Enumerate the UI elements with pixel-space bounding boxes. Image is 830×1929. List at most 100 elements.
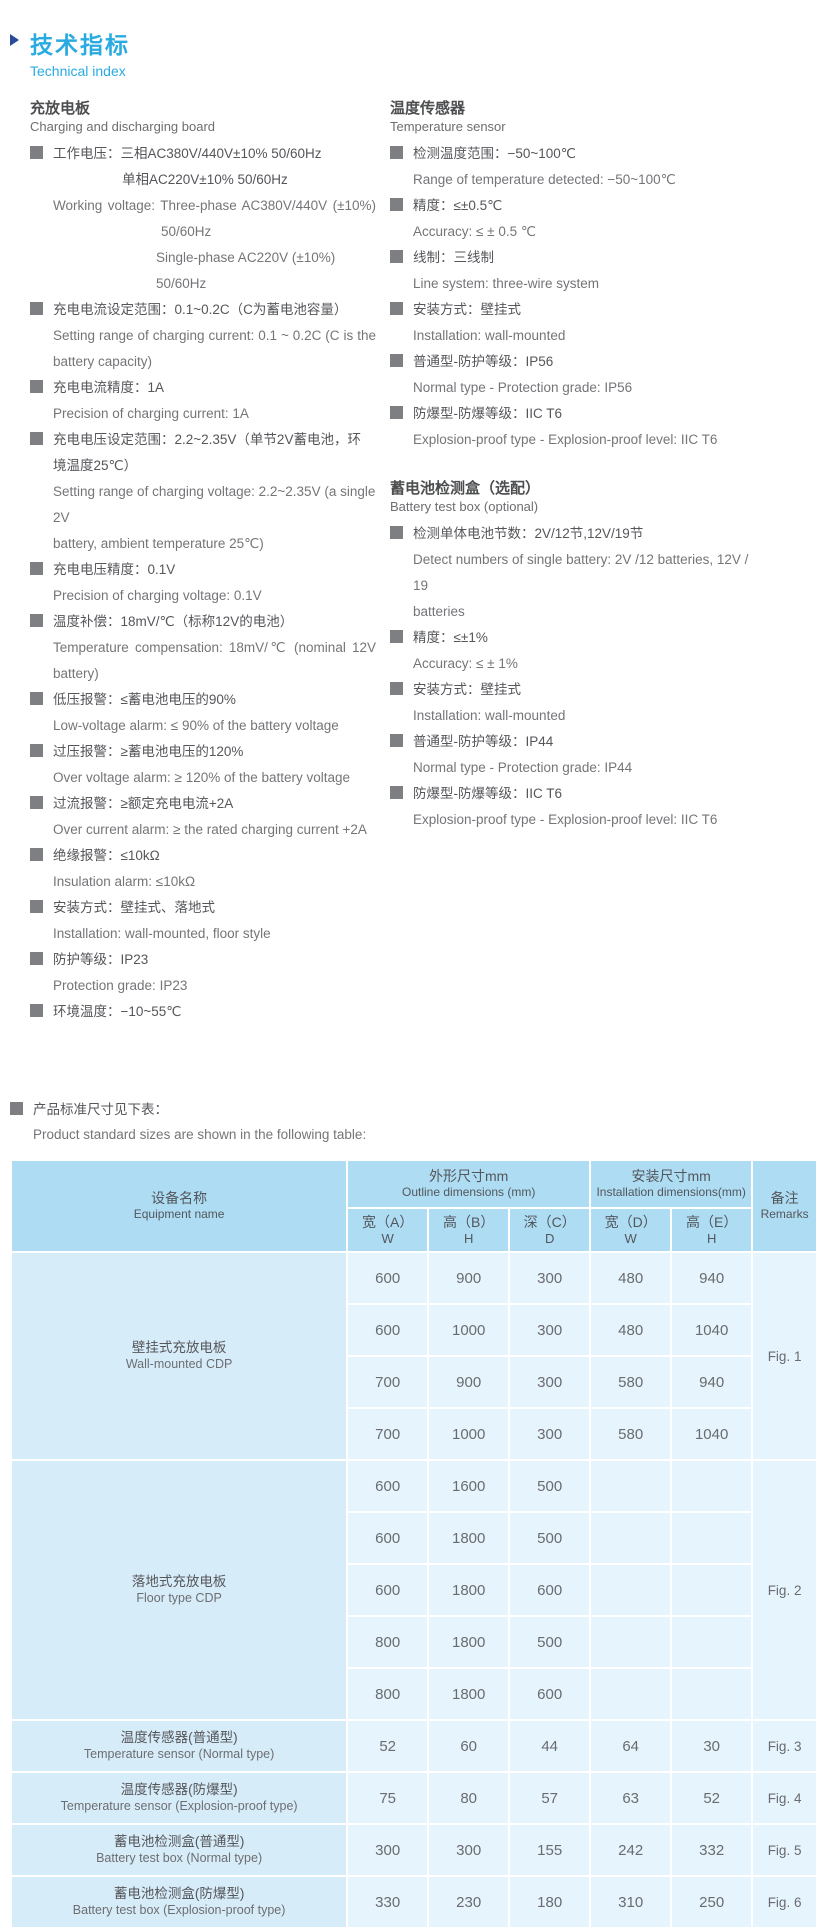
spec-text: 充电电压精度：0.1V xyxy=(53,562,176,577)
bullet-square-icon xyxy=(30,146,43,159)
dimension-cell: 330 xyxy=(348,1877,428,1927)
bullet-square-icon xyxy=(30,900,43,913)
table-note-cn: 产品标准尺寸见下表： xyxy=(10,1097,830,1122)
dimension-cell xyxy=(591,1617,671,1667)
spec-text: Range of temperature detected: −50~100℃ xyxy=(413,172,676,187)
bullet-square-icon xyxy=(30,848,43,861)
spec-line: Range of temperature detected: −50~100℃ xyxy=(390,167,762,193)
table-note: 产品标准尺寸见下表： Product standard sizes are sh… xyxy=(10,1097,830,1147)
spec-text: 检测温度范围：−50~100℃ xyxy=(413,146,576,161)
section-heading-cn: 充放电板 xyxy=(30,100,91,117)
table-row: 700 900 300 580 940 xyxy=(12,1357,816,1407)
spec-line: 防护等级：IP23 xyxy=(30,947,376,973)
spec-text: 50/60Hz xyxy=(161,224,212,239)
spec-section-charging-board: 充放电板 Charging and discharging board 工作电压… xyxy=(30,99,376,1025)
bullet-square-icon xyxy=(30,952,43,965)
spec-line: 检测单体电池节数：2V/12节,12V/19节 xyxy=(390,521,762,547)
section-heading-en: Charging and discharging board xyxy=(30,119,216,134)
spec-line: Explosion-proof type - Explosion-proof l… xyxy=(390,807,762,833)
bullet-square-icon xyxy=(390,354,403,367)
spec-line: Insulation alarm: ≤10kΩ xyxy=(30,869,376,895)
table-row: 温度传感器(普通型) Temperature sensor (Normal typ… xyxy=(12,1721,816,1771)
dimension-cell: 500 xyxy=(510,1461,590,1511)
right-column: 温度传感器 Temperature sensor 检测温度范围：−50~100℃… xyxy=(390,99,762,833)
spec-text: Low-voltage alarm: ≤ 90% of the battery … xyxy=(53,718,339,733)
spec-text: Accuracy: ≤ ± 0.5 ℃ xyxy=(413,224,537,239)
equipment-name-cell: 落地式充放电板 Floor type CDP xyxy=(12,1461,347,1719)
spec-line: Line system: three-wire system xyxy=(390,271,762,297)
dimension-cell: 300 xyxy=(510,1305,590,1355)
spec-line: battery) xyxy=(30,661,376,687)
spec-line: 普通型-防护等级：IP44 xyxy=(390,729,762,755)
equipment-name-cell: 温度传感器(防爆型) Temperature sensor (Explosion-… xyxy=(12,1773,347,1823)
dimension-cell xyxy=(672,1461,752,1511)
bullet-square-icon xyxy=(390,198,403,211)
spec-text: Installation: wall-mounted, floor style xyxy=(53,926,271,941)
spec-text: 工作电压：三相AC380V/440V±10% 50/60Hz xyxy=(53,146,322,161)
spec-text: Normal type - Protection grade: IP56 xyxy=(413,380,633,395)
spec-line: battery, ambient temperature 25℃) xyxy=(30,531,376,557)
spec-text: Precision of charging voltage: 0.1V xyxy=(53,588,262,603)
section-heading-en: Temperature sensor xyxy=(390,119,506,134)
spec-text: Temperature compensation: 18mV/℃ (nomina… xyxy=(53,640,376,655)
spec-line: Low-voltage alarm: ≤ 90% of the battery … xyxy=(30,713,376,739)
dimension-cell: 900 xyxy=(429,1253,509,1303)
dimension-cell xyxy=(672,1669,752,1719)
dimension-cell: 800 xyxy=(348,1617,428,1667)
spec-text: battery capacity) xyxy=(53,354,153,369)
dimension-cell xyxy=(591,1669,671,1719)
dimension-cell: 1800 xyxy=(429,1617,509,1667)
table-row: 800 1800 600 xyxy=(12,1669,816,1719)
dimension-cell: 480 xyxy=(591,1253,671,1303)
dimension-cell: 300 xyxy=(510,1357,590,1407)
table-row: 落地式充放电板 Floor type CDP 600 1600 500 Fig. 2 xyxy=(12,1461,816,1719)
equipment-name-cell: 蓄电池检测盒(普通型) Battery test box (Normal type… xyxy=(12,1825,347,1875)
spec-text: Single-phase AC220V (±10%) 50/60Hz xyxy=(156,250,336,291)
spec-text: 检测单体电池节数：2V/12节,12V/19节 xyxy=(413,526,644,541)
dimension-cell: 480 xyxy=(591,1305,671,1355)
size-table: 设备名称 Equipment name 外形尺寸mm Outline dimen… xyxy=(10,1159,818,1929)
spec-line: 安装方式：壁挂式、落地式 xyxy=(30,895,376,921)
spec-line: 安装方式：壁挂式 xyxy=(390,677,762,703)
spec-line: Over current alarm: ≥ the rated charging… xyxy=(30,817,376,843)
spec-text: 安装方式：壁挂式 xyxy=(413,682,521,697)
dimension-cell: 600 xyxy=(510,1565,590,1615)
table-row: 600 1800 500 xyxy=(12,1513,816,1563)
dimension-cell: 242 xyxy=(591,1825,671,1875)
bullet-square-icon xyxy=(390,682,403,695)
dimension-cell: 1800 xyxy=(429,1513,509,1563)
spec-text: 绝缘报警：≤10kΩ xyxy=(53,848,160,863)
spec-line: Over voltage alarm: ≥ 120% of the batter… xyxy=(30,765,376,791)
spec-text: batteries xyxy=(413,604,465,619)
spec-line: 50/60Hz xyxy=(30,219,376,245)
spec-section-temperature-sensor: 温度传感器 Temperature sensor 检测温度范围：−50~100℃… xyxy=(390,99,762,453)
bullet-square-icon xyxy=(30,380,43,393)
section-heading-cn: 温度传感器 xyxy=(390,100,466,117)
spec-text: 普通型-防护等级：IP44 xyxy=(413,734,554,749)
table-row: 蓄电池检测盒(防爆型) Battery test box (Explosion-p… xyxy=(12,1877,816,1927)
dimension-cell: 500 xyxy=(510,1617,590,1667)
spec-text: 防爆型-防爆等级：IIC T6 xyxy=(413,786,563,801)
spec-text: battery) xyxy=(53,666,99,681)
page-title: 技术指标 xyxy=(30,32,130,58)
spec-line: 防爆型-防爆等级：IIC T6 xyxy=(390,401,762,427)
col-header-equipment-name: 设备名称 Equipment name xyxy=(12,1161,347,1251)
dimension-cell: 1800 xyxy=(429,1669,509,1719)
dimension-cell: 900 xyxy=(429,1357,509,1407)
spec-line: Working voltage: Three-phase AC380V/440V… xyxy=(30,193,376,219)
equipment-name-cell: 蓄电池检测盒(防爆型) Battery test box (Explosion-p… xyxy=(12,1877,347,1927)
dimension-cell: 30 xyxy=(672,1721,752,1771)
dimension-cell: 1040 xyxy=(672,1305,752,1355)
dimension-cell: 332 xyxy=(672,1825,752,1875)
spec-line: 普通型-防护等级：IP56 xyxy=(390,349,762,375)
table-note-en: Product standard sizes are shown in the … xyxy=(33,1127,367,1142)
table-header-row-2: 宽（A） W 高（B） H 深（C） D 宽（D） W 高（E） H xyxy=(12,1209,816,1251)
spec-line: Installation: wall-mounted, floor style xyxy=(30,921,376,947)
spec-line: battery capacity) xyxy=(30,349,376,375)
col-subheader-width-a: 宽（A） W xyxy=(348,1209,428,1251)
bullet-square-icon xyxy=(30,302,43,315)
col-group-installation-dimensions: 安装尺寸mm Installation dimensions(mm) xyxy=(591,1161,752,1207)
bullet-square-icon xyxy=(390,526,403,539)
spec-text: Protection grade: IP23 xyxy=(53,978,188,993)
spec-text: 过压报警：≥蓄电池电压的120% xyxy=(53,744,244,759)
